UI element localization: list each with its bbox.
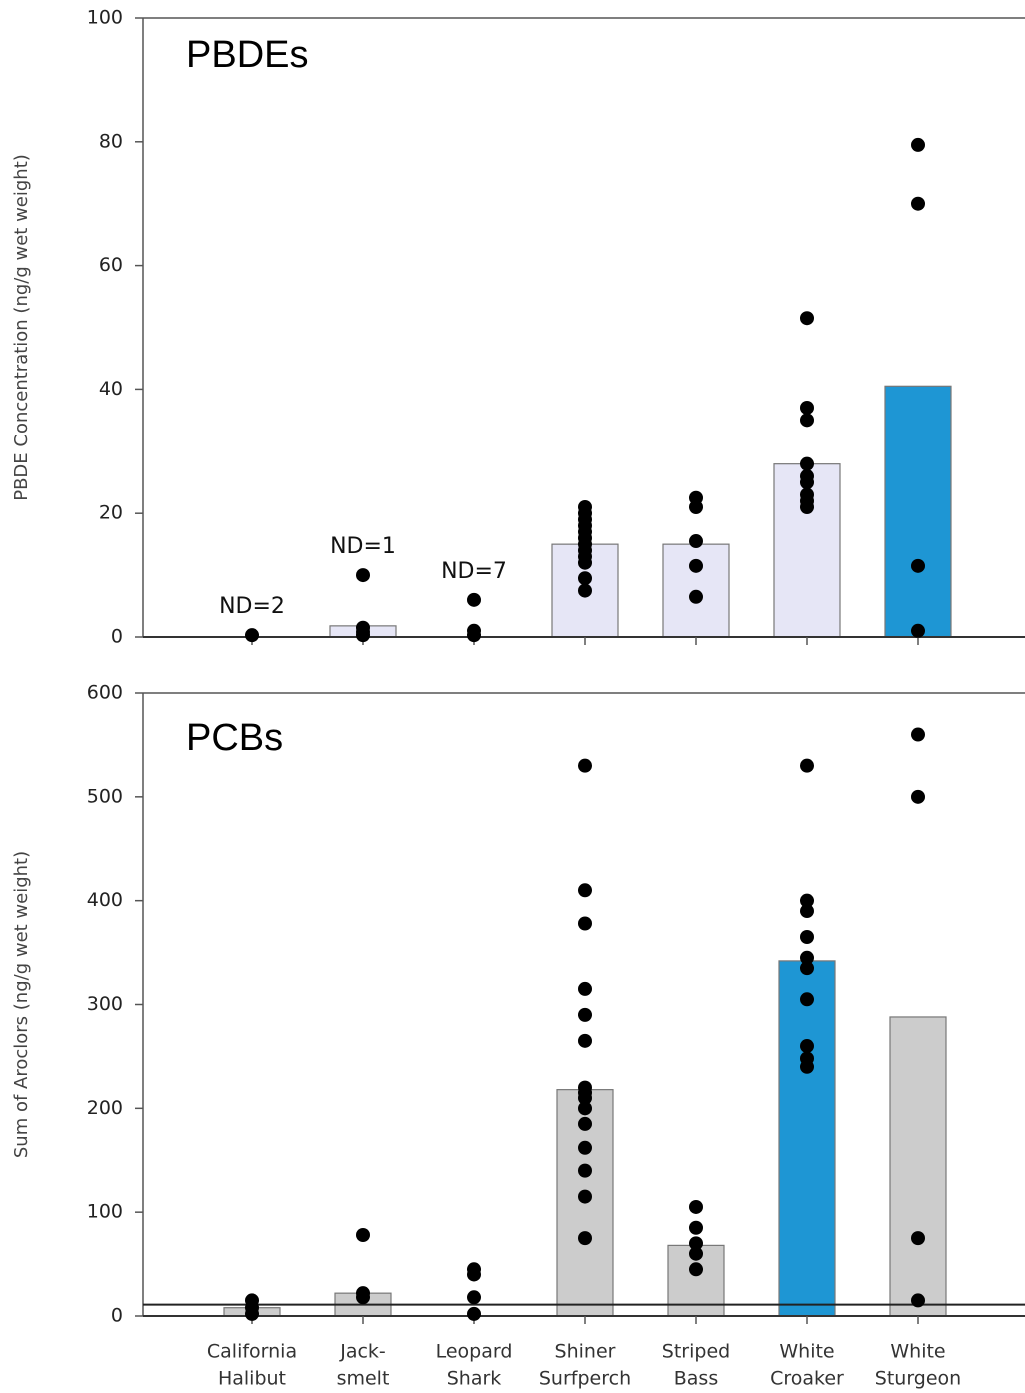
data-point	[578, 981, 592, 996]
y-tick-label: 600	[87, 682, 123, 704]
data-point	[467, 1290, 481, 1305]
data-point	[578, 1231, 592, 1246]
data-point	[689, 589, 703, 604]
annotation: ND=2	[219, 594, 285, 619]
data-point	[578, 1116, 592, 1131]
data-point	[578, 916, 592, 931]
x-tick-label: Shiner	[555, 1341, 616, 1363]
data-point	[578, 1101, 592, 1116]
panel-title: PBDEs	[186, 34, 308, 76]
data-point	[911, 789, 925, 804]
x-tick-label: White	[890, 1341, 945, 1363]
y-tick-label: 500	[87, 785, 123, 807]
data-point	[800, 950, 814, 965]
data-point	[689, 500, 703, 515]
data-point	[911, 623, 925, 638]
data-point	[800, 400, 814, 415]
data-point	[578, 583, 592, 598]
x-tick-label: California	[207, 1341, 297, 1363]
data-point	[689, 1262, 703, 1277]
data-point	[467, 628, 481, 643]
x-tick-label: Halibut	[218, 1368, 286, 1390]
y-tick-label: 100	[87, 1201, 123, 1223]
x-tick-label: Jack-	[339, 1341, 386, 1363]
x-tick-label: Surfperch	[539, 1368, 631, 1390]
data-point	[800, 758, 814, 773]
data-point	[578, 758, 592, 773]
data-point	[800, 992, 814, 1007]
data-point	[800, 893, 814, 908]
data-point	[689, 534, 703, 549]
data-point	[467, 1306, 481, 1321]
y-tick-label: 20	[99, 502, 123, 524]
data-point	[578, 571, 592, 586]
data-point	[578, 883, 592, 898]
y-tick-label: 400	[87, 889, 123, 911]
x-tick-label: Shark	[447, 1368, 502, 1390]
data-point	[800, 311, 814, 326]
y-tick-label: 40	[99, 378, 123, 400]
y-tick-label: 60	[99, 254, 123, 276]
data-point	[800, 961, 814, 976]
y-tick-label: 0	[111, 626, 123, 648]
panel-title: PCBs	[186, 717, 283, 759]
data-point	[467, 1267, 481, 1282]
x-tick-label: White	[779, 1341, 834, 1363]
data-point	[578, 1033, 592, 1048]
data-point	[911, 1231, 925, 1246]
y-tick-label: 300	[87, 993, 123, 1015]
x-tick-label: Striped	[662, 1341, 730, 1363]
data-point	[356, 1228, 370, 1243]
x-tick-label: Croaker	[770, 1368, 844, 1390]
y-axis-label: PBDE Concentration (ng/g wet weight)	[11, 154, 32, 501]
data-point	[356, 568, 370, 583]
data-point	[800, 1059, 814, 1074]
data-point	[245, 628, 259, 643]
data-point	[689, 558, 703, 573]
data-point	[800, 413, 814, 428]
data-point	[578, 1140, 592, 1155]
data-point	[911, 137, 925, 152]
data-point	[245, 1306, 259, 1321]
data-point	[911, 558, 925, 573]
y-tick-label: 200	[87, 1097, 123, 1119]
x-tick-label: Sturgeon	[875, 1368, 961, 1390]
data-point	[578, 1163, 592, 1178]
x-tick-label: Bass	[674, 1368, 718, 1390]
y-axis-label: Sum of Aroclors (ng/g wet weight)	[11, 851, 32, 1158]
data-point	[800, 1039, 814, 1054]
data-point	[911, 1293, 925, 1308]
data-point	[689, 1199, 703, 1214]
data-point	[356, 628, 370, 643]
annotation: ND=1	[330, 534, 396, 559]
data-point	[689, 1236, 703, 1251]
data-point	[800, 904, 814, 919]
data-point	[578, 555, 592, 570]
data-point	[578, 1090, 592, 1105]
bar	[889, 1016, 947, 1317]
data-point	[356, 1290, 370, 1305]
y-tick-label: 0	[111, 1305, 123, 1327]
data-point	[578, 1007, 592, 1022]
data-point	[911, 196, 925, 211]
bar	[884, 385, 952, 638]
data-point	[800, 930, 814, 945]
data-point	[911, 727, 925, 742]
data-point	[689, 1220, 703, 1235]
data-point	[800, 456, 814, 471]
data-point	[467, 592, 481, 607]
bar	[778, 960, 836, 1317]
x-tick-label: Leopard	[436, 1341, 513, 1363]
data-point	[800, 500, 814, 515]
x-tick-label: smelt	[337, 1368, 390, 1390]
y-tick-label: 80	[99, 130, 123, 152]
data-point	[800, 475, 814, 490]
annotation: ND=7	[441, 559, 507, 584]
data-point	[578, 1189, 592, 1204]
y-tick-label: 100	[87, 7, 123, 29]
data-point	[689, 1246, 703, 1261]
